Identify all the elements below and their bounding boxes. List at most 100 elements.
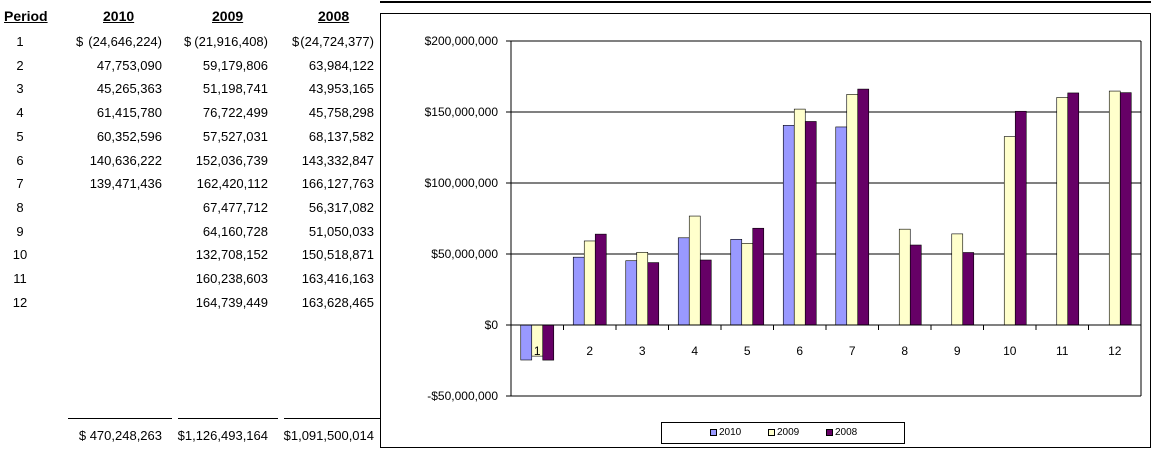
table-row: 9 64,160,728 51,050,033 xyxy=(0,224,380,248)
bar-2010-3 xyxy=(625,260,638,326)
bar-2008-1 xyxy=(542,324,555,361)
period-cell: 9 xyxy=(16,223,24,239)
table-row: 10 132,708,152 150,518,871 xyxy=(0,247,380,271)
bar-2009-5 xyxy=(741,243,754,326)
total-rule-2009 xyxy=(178,418,278,419)
chart-panel: -$50,000,000 $0 $50,000,000 $100,000,000 $15… xyxy=(380,13,1151,448)
value-2008-cell: 68,137,582 xyxy=(308,128,374,144)
x-tick-label: 3 xyxy=(639,344,646,358)
value-2009-cell: 64,160,728 xyxy=(202,223,268,239)
bar-2009-8 xyxy=(898,228,911,326)
x-tick-label: 1 xyxy=(534,344,541,358)
legend-swatch xyxy=(826,429,833,436)
bar-2009-10 xyxy=(1003,136,1016,326)
x-tick-label: 6 xyxy=(796,344,803,358)
value-2009-cell: 160,238,603 xyxy=(195,271,268,286)
bar-2009-6 xyxy=(793,108,806,326)
bar-2009-4 xyxy=(688,215,701,326)
bar-chart: -$50,000,000 $0 $50,000,000 $100,000,000 $15… xyxy=(425,34,1142,403)
total-2009: $1,126,493,164 xyxy=(177,428,268,443)
bar-2010-6 xyxy=(782,124,795,326)
bar-2009-9 xyxy=(951,233,964,326)
value-2009-cell: 59,179,806 xyxy=(202,57,268,73)
table-row: 8 67,477,712 56,317,082 xyxy=(0,200,380,224)
bar-2010-7 xyxy=(835,126,848,326)
x-tick-label: 4 xyxy=(691,344,698,358)
table-row: 12 164,739,449 163,628,465 xyxy=(0,295,380,319)
bar-2009-12 xyxy=(1108,90,1121,326)
period-cell: 7 xyxy=(16,176,24,192)
value-2008-cell: 51,050,033 xyxy=(308,223,374,239)
y-tick-label: $150,000,000 xyxy=(425,105,499,119)
value-2008-cell: (24,724,377) xyxy=(300,34,374,49)
header-2008: 2008 xyxy=(318,8,350,24)
bar-2009-7 xyxy=(846,94,859,326)
value-2008-cell: 143,332,847 xyxy=(301,152,374,168)
header-2010: 2010 xyxy=(103,8,135,24)
legend-label: 2010 xyxy=(719,427,742,438)
dollar-sign: $ xyxy=(184,34,192,49)
bar-2008-4 xyxy=(699,259,712,326)
dollar-sign: $ xyxy=(76,34,84,49)
y-tick-label: $50,000,000 xyxy=(431,247,498,261)
value-2008-cell: 43,953,165 xyxy=(308,81,374,97)
total-rule-2008 xyxy=(284,418,380,419)
legend-label: 2008 xyxy=(835,427,858,438)
bar-2008-2 xyxy=(594,233,607,326)
y-tick-label: $100,000,000 xyxy=(425,176,499,190)
period-cell: 12 xyxy=(12,294,28,310)
period-cell: 4 xyxy=(16,105,24,121)
value-2010-cell: 60,352,596 xyxy=(96,128,162,144)
period-cell: 2 xyxy=(16,57,24,73)
value-2008-cell: 150,518,871 xyxy=(301,247,374,263)
value-2010-cell: 61,415,780 xyxy=(96,105,162,121)
bar-2008-7 xyxy=(857,88,870,326)
header-period: Period xyxy=(4,8,48,24)
value-2009-cell: 132,708,152 xyxy=(195,247,268,263)
bar-2008-8 xyxy=(909,244,922,326)
header-2009: 2009 xyxy=(212,8,244,24)
bar-2010-2 xyxy=(572,256,585,326)
table-row: 5 60,352,596 57,527,031 68,137,582 xyxy=(0,129,380,153)
value-2009-cell: 67,477,712 xyxy=(202,199,268,215)
value-2008-cell: 56,317,082 xyxy=(308,199,374,215)
value-2008-cell: 63,984,122 xyxy=(308,57,374,73)
value-2008-cell: 166,127,763 xyxy=(301,176,374,192)
legend-item-2010: 2010 xyxy=(710,427,741,438)
value-2008-cell: 45,758,298 xyxy=(308,105,374,121)
value-2009-cell: 164,739,449 xyxy=(195,294,268,310)
period-cell: 6 xyxy=(16,152,24,168)
value-2010-cell: 47,753,090 xyxy=(96,57,162,73)
period-cell: 11 xyxy=(13,271,27,286)
x-tick-label: 5 xyxy=(744,344,751,358)
bar-2010-5 xyxy=(730,238,743,326)
legend: 2010 2009 2008 xyxy=(661,422,905,444)
bar-2008-11 xyxy=(1067,92,1080,326)
value-2008-cell: 163,416,163 xyxy=(301,271,374,286)
table-row: 11 160,238,603 163,416,163 xyxy=(0,271,380,295)
bar-2010-4 xyxy=(677,237,690,326)
bar-2008-9 xyxy=(962,252,975,326)
legend-label: 2009 xyxy=(777,427,800,438)
table-row: 2 47,753,090 59,179,806 63,984,122 xyxy=(0,58,380,82)
bar-2008-10 xyxy=(1014,110,1027,326)
period-cell: 5 xyxy=(16,128,24,144)
bar-2010-1 xyxy=(520,324,533,361)
total-rule-2010 xyxy=(68,418,172,419)
table-row: 4 61,415,780 76,722,499 45,758,298 xyxy=(0,105,380,129)
value-2009-cell: 76,722,499 xyxy=(202,105,268,121)
value-2009-cell: 57,527,031 xyxy=(202,128,268,144)
bar-2008-12 xyxy=(1119,92,1132,326)
legend-item-2008: 2008 xyxy=(826,427,857,438)
table-row: 1 (24,646,224) (21,916,408) (24,724,377) $ $ $ xyxy=(0,34,380,58)
total-2010: $ 470,248,263 xyxy=(78,428,162,443)
data-table: Period 2010 2009 2008 1 (24,646,224) (21,9… xyxy=(0,0,380,448)
dollar-sign: $ xyxy=(292,34,300,49)
table-row: 3 45,265,363 51,198,741 43,953,165 xyxy=(0,81,380,105)
y-tick-label: $200,000,000 xyxy=(425,34,499,48)
x-tick-label: 12 xyxy=(1108,344,1122,358)
legend-swatch xyxy=(768,429,775,436)
period-cell: 8 xyxy=(16,199,24,215)
y-tick-label: $0 xyxy=(485,318,499,332)
legend-item-2009: 2009 xyxy=(768,427,799,438)
